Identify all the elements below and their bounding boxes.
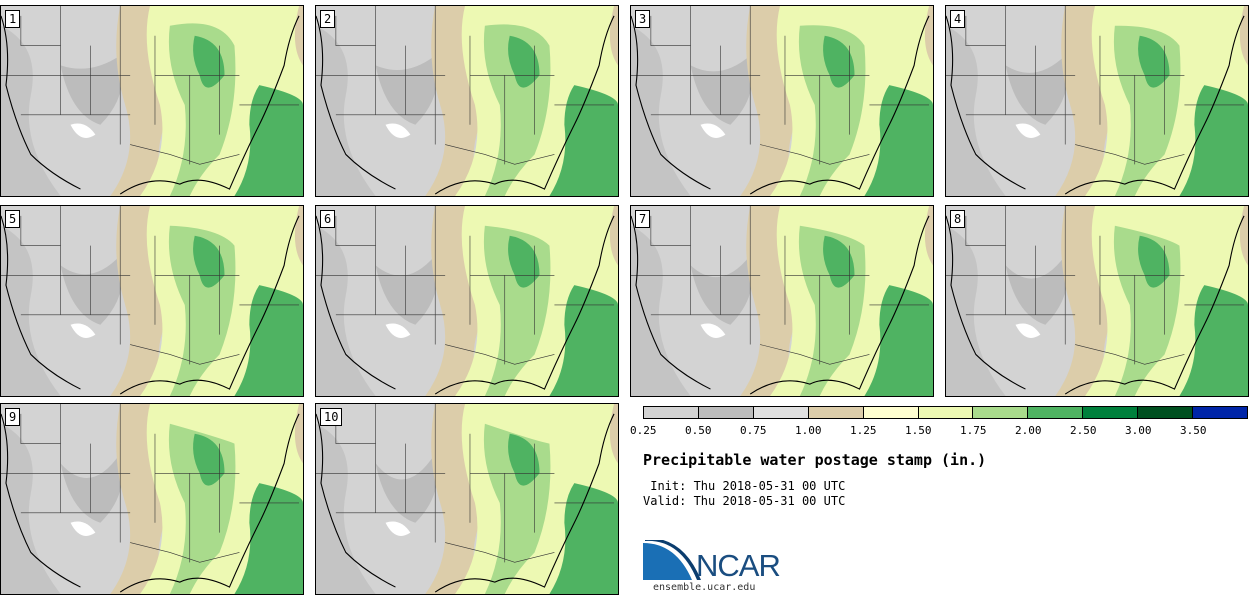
colorbar-swatch xyxy=(1138,407,1194,418)
colorbar-swatch xyxy=(698,407,754,418)
stamp-map-1: 1 xyxy=(0,5,304,197)
colorbar-tick-label: 1.75 xyxy=(960,424,987,437)
stamp-number: 4 xyxy=(950,10,966,28)
colorbar-tick-label: 1.25 xyxy=(850,424,877,437)
stamp-number: 9 xyxy=(5,408,21,426)
valid-time: Valid: Thu 2018-05-31 00 UTC xyxy=(643,494,846,508)
colorbar-swatch xyxy=(1193,407,1247,418)
stamp-number: 2 xyxy=(320,10,336,28)
colorbar-swatch xyxy=(1083,407,1139,418)
stamp-map-10: 10 xyxy=(315,403,619,595)
colorbar-tick-label: 2.00 xyxy=(1015,424,1042,437)
colorbar-tick-label: 0.50 xyxy=(685,424,712,437)
colorbar xyxy=(643,406,1248,419)
stamp-map-8: 8 xyxy=(945,205,1249,397)
ncar-logo-text: NCAR xyxy=(696,548,781,583)
colorbar-swatch xyxy=(973,407,1029,418)
colorbar-swatch xyxy=(644,407,699,418)
colorbar-tick-label: 0.25 xyxy=(630,424,657,437)
ncar-logo-icon xyxy=(643,540,701,580)
colorbar-tick-label: 1.00 xyxy=(795,424,822,437)
colorbar-swatch xyxy=(863,407,919,418)
stamp-number: 3 xyxy=(635,10,651,28)
stamp-map-4: 4 xyxy=(945,5,1249,197)
colorbar-swatch xyxy=(1028,407,1084,418)
stamp-number: 5 xyxy=(5,210,21,228)
stamp-map-5: 5 xyxy=(0,205,304,397)
stamp-map-2: 2 xyxy=(315,5,619,197)
stamp-number: 6 xyxy=(320,210,336,228)
stamp-number: 10 xyxy=(320,408,343,426)
colorbar-swatch xyxy=(918,407,974,418)
stamp-number: 1 xyxy=(5,10,21,28)
colorbar-tick-label: 2.50 xyxy=(1070,424,1097,437)
stamp-map-9: 9 xyxy=(0,403,304,595)
website-label: ensemble.ucar.edu xyxy=(653,582,756,593)
init-time: Init: Thu 2018-05-31 00 UTC xyxy=(643,479,846,493)
stamp-map-6: 6 xyxy=(315,205,619,397)
colorbar-tick-label: 1.50 xyxy=(905,424,932,437)
stamp-map-7: 7 xyxy=(630,205,934,397)
chart-title: Precipitable water postage stamp (in.) xyxy=(643,451,987,469)
colorbar-tick-label: 0.75 xyxy=(740,424,767,437)
colorbar-swatch xyxy=(753,407,809,418)
stamp-number: 7 xyxy=(635,210,651,228)
stamp-map-3: 3 xyxy=(630,5,934,197)
colorbar-swatch xyxy=(808,407,864,418)
stamp-number: 8 xyxy=(950,210,966,228)
colorbar-tick-label: 3.00 xyxy=(1125,424,1152,437)
colorbar-tick-label: 3.50 xyxy=(1180,424,1207,437)
